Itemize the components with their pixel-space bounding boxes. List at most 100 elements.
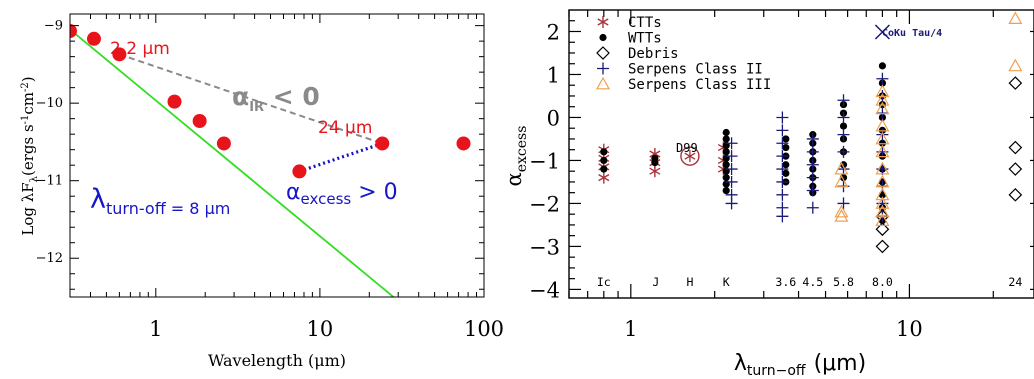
data-point-triangle (875, 161, 890, 175)
left-x-axis-label: Wavelength (μm) (208, 351, 346, 370)
left-y-label-sub: λ (29, 175, 40, 182)
data-point-cross (874, 24, 890, 40)
data-point-triangle (834, 209, 849, 222)
right-y-tick-label: −4 (529, 278, 560, 302)
data-point-plus (776, 188, 789, 201)
data-point-triangle (1008, 11, 1023, 24)
right-y-tick-label: −1 (529, 149, 560, 173)
left-y-label-unit: (ergs s (19, 124, 37, 176)
data-point-triangle (875, 213, 890, 227)
right-x-tick-label: 1 (624, 317, 637, 341)
data-point-plus (806, 171, 819, 184)
legend-label: CTTs (628, 15, 662, 31)
data-point-plus (776, 210, 789, 223)
left-y-label-mid: cm (19, 92, 37, 115)
sed-point (292, 164, 307, 179)
data-point-plus (806, 145, 819, 158)
annotation-turnoff: λturn-off = 8 μm (90, 184, 230, 218)
data-point-triangle (875, 84, 890, 98)
turnoff-value: = 8 μm (166, 199, 231, 218)
data-point-dot (722, 128, 730, 137)
data-point-dot (782, 169, 790, 177)
data-point-diamond (1008, 187, 1023, 202)
alpha-excess-relation: > 0 (351, 180, 397, 205)
left-x-tick-label: 10 (307, 317, 334, 341)
data-point-dot (600, 165, 608, 173)
data-point-plus (776, 124, 789, 137)
data-point-diamond (1008, 140, 1023, 155)
legend-label: Serpens Class III (628, 77, 771, 93)
data-point-dot (722, 148, 730, 156)
data-point-dot (878, 62, 887, 70)
right-x-label-sub: turn−off (747, 363, 806, 379)
data-point-asterisk (649, 167, 661, 175)
sed-point (70, 24, 77, 39)
data-point-plus (806, 184, 819, 197)
legend-label: Serpens Class II (628, 62, 763, 78)
data-point-plus (725, 163, 738, 176)
legend-label: WTTs (628, 31, 662, 47)
data-point-asterisk (649, 150, 661, 158)
data-point-diamond (1008, 76, 1023, 90)
right-x-label-main: λ (734, 351, 747, 376)
right-x-label-unit: (μm) (814, 351, 867, 376)
annotation-2-2-um: 2.2 μm (110, 39, 170, 59)
left-clipped-group (70, 24, 471, 297)
band-label: 3.6 (775, 275, 796, 289)
left-y-axis-label: Log λFλ(ergs s-1cm-2) (19, 76, 40, 235)
right-y-axis-label: αexcess (502, 126, 530, 187)
data-point-dot (600, 148, 608, 156)
data-point-plus (725, 175, 738, 188)
sed-point (192, 113, 207, 128)
right-x-axis-label: λturn−off (μm) (734, 351, 866, 379)
photosphere-line (70, 28, 395, 297)
data-point-triangle (875, 144, 890, 158)
legend-marker-diamond (596, 46, 610, 60)
series-debris (875, 76, 1023, 254)
right-x-tick-label: 10 (896, 317, 923, 341)
data-point-plus (837, 145, 850, 158)
left-x-tick-label: 1 (149, 317, 162, 341)
data-point-plus (837, 128, 850, 141)
alpha-excess-dotted-line (298, 141, 383, 173)
annotation-coku-tau: CoKu Tau/4 (882, 28, 942, 39)
legend-marker-asterisk (597, 18, 609, 26)
left-y-label-sup1: -1 (20, 115, 31, 125)
left-y-tick-label: −9 (44, 19, 63, 34)
data-point-dot (839, 122, 848, 130)
data-point-dot (782, 143, 790, 152)
data-point-plus (837, 197, 850, 210)
annotation-alpha-excess: αexcess > 0 (286, 180, 398, 208)
data-point-plus (806, 158, 819, 171)
alpha-ir-relation: < 0 (264, 82, 320, 111)
data-point-dot (782, 161, 790, 169)
data-point-plus (725, 137, 738, 150)
alpha-excess-symbol: α (286, 180, 301, 205)
legend-marker-dot (599, 33, 607, 42)
data-point-dot (722, 174, 730, 182)
data-point-plus (806, 132, 819, 145)
series-serpens-class-iii (834, 11, 1023, 227)
band-label: 8.0 (872, 275, 893, 289)
right-y-label-sub: excess (514, 126, 530, 173)
data-point-dot (651, 158, 659, 167)
series-d99 (680, 146, 700, 166)
left-y-tick-label: −10 (36, 96, 63, 111)
sed-point (167, 94, 182, 109)
data-point-dot (722, 135, 730, 143)
right-y-tick-label: −3 (529, 235, 560, 259)
alpha-ir-subscript: IR (249, 100, 264, 115)
right-y-label-main: α (502, 172, 526, 186)
data-point-plus (776, 111, 789, 124)
legend-marker-plus (597, 62, 609, 75)
data-point-triangle (1008, 58, 1023, 72)
data-point-plus (837, 94, 850, 107)
turnoff-symbol: λ (90, 184, 106, 215)
data-point-plus (837, 163, 850, 176)
sed-point (86, 31, 101, 46)
data-point-dot (600, 156, 608, 165)
data-point-triangle (875, 101, 890, 115)
data-point-dot (722, 161, 730, 169)
